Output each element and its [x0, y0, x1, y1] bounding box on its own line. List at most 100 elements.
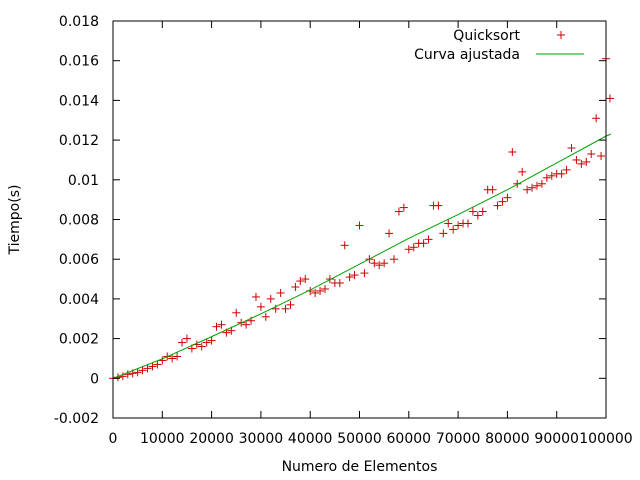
- data-point: [350, 271, 359, 280]
- legend-label-quicksort: Quicksort: [453, 28, 520, 44]
- data-point: [562, 165, 571, 174]
- data-point: [488, 185, 497, 194]
- y-tick-label: 0.01: [68, 173, 99, 189]
- legend: Quicksort Curva ajustada: [414, 28, 584, 63]
- data-point: [605, 94, 614, 103]
- x-tick-label: 70000: [436, 431, 481, 447]
- data-point: [498, 197, 507, 206]
- y-tick-label: 0.014: [59, 93, 99, 109]
- data-point: [123, 370, 132, 379]
- data-point: [261, 312, 270, 321]
- data-point: [532, 181, 541, 190]
- y-tick-label: 0.018: [59, 14, 99, 30]
- data-point: [153, 360, 162, 369]
- data-point: [301, 275, 310, 284]
- data-point: [419, 239, 428, 248]
- legend-marker-quicksort: [557, 31, 565, 39]
- x-tick-label: 40000: [288, 431, 333, 447]
- x-tick-label: 60000: [387, 431, 432, 447]
- axis-ticks: 0 10000 20000 30000 40000 50000 60000 70000 8000…: [54, 14, 633, 447]
- data-point: [173, 352, 182, 361]
- data-point: [557, 169, 566, 178]
- data-point: [473, 211, 482, 220]
- data-point: [577, 159, 586, 168]
- data-point: [478, 207, 487, 216]
- data-point: [168, 354, 177, 363]
- data-point: [404, 245, 413, 254]
- data-point: [375, 261, 384, 270]
- x-tick-label: 80000: [485, 431, 530, 447]
- data-point: [291, 282, 300, 291]
- data-point: [311, 288, 320, 297]
- y-tick-label: 0.016: [59, 54, 99, 70]
- data-point: [345, 273, 354, 282]
- data-point: [118, 372, 127, 381]
- y-tick-label: 0.002: [59, 332, 99, 348]
- plot-layer: [109, 54, 614, 383]
- x-tick-label: 0: [109, 431, 118, 447]
- data-point: [266, 294, 275, 303]
- data-point: [148, 362, 157, 371]
- data-point: [325, 275, 334, 284]
- x-tick-label: 100000: [579, 431, 632, 447]
- data-point: [449, 225, 458, 234]
- data-point: [587, 149, 596, 158]
- y-tick-label: -0.002: [54, 411, 99, 427]
- data-point: [143, 364, 152, 373]
- data-point: [503, 193, 512, 202]
- data-point: [390, 255, 399, 264]
- data-point: [138, 366, 147, 375]
- data-point: [394, 207, 403, 216]
- data-point: [178, 338, 187, 347]
- data-point: [202, 338, 211, 347]
- data-point: [217, 320, 226, 329]
- data-point: [380, 259, 389, 268]
- x-tick-label: 30000: [239, 431, 284, 447]
- data-point: [256, 302, 265, 311]
- data-point: [424, 235, 433, 244]
- data-point: [242, 320, 251, 329]
- data-point: [434, 201, 443, 210]
- x-axis-label: Numero de Elementos: [282, 459, 438, 475]
- data-point: [582, 157, 591, 166]
- y-tick-label: 0: [90, 371, 99, 387]
- data-point: [513, 179, 522, 188]
- data-point: [493, 201, 502, 210]
- data-point: [547, 171, 556, 180]
- data-point: [276, 288, 285, 297]
- data-point: [439, 229, 448, 238]
- data-point: [207, 336, 216, 345]
- data-point: [385, 229, 394, 238]
- data-point: [133, 368, 142, 377]
- data-point: [335, 279, 344, 288]
- data-point: [508, 148, 517, 157]
- y-tick-label: 0.012: [59, 133, 99, 149]
- y-tick-label: 0.008: [59, 213, 99, 229]
- data-point: [320, 284, 329, 293]
- data-point: [197, 342, 206, 351]
- y-axis-label: Tiempo(s): [7, 185, 23, 256]
- data-point: [567, 144, 576, 153]
- data-point: [340, 241, 349, 250]
- y-tick-label: 0.006: [59, 252, 99, 268]
- legend-label-curva-ajustada: Curva ajustada: [414, 47, 520, 63]
- data-point: [572, 155, 581, 164]
- data-point: [597, 151, 606, 160]
- data-point: [182, 334, 191, 343]
- data-point: [316, 286, 325, 295]
- data-point: [355, 221, 364, 230]
- data-point: [542, 173, 551, 182]
- data-point: [518, 167, 527, 176]
- fit-curve-line: [112, 133, 612, 379]
- data-point: [463, 219, 472, 228]
- x-tick-label: 10000: [140, 431, 185, 447]
- data-point: [251, 292, 260, 301]
- x-tick-label: 90000: [534, 431, 579, 447]
- data-point: [281, 304, 290, 313]
- data-point: [286, 300, 295, 309]
- x-tick-label: 20000: [189, 431, 234, 447]
- data-point: [444, 219, 453, 228]
- data-point: [523, 185, 532, 194]
